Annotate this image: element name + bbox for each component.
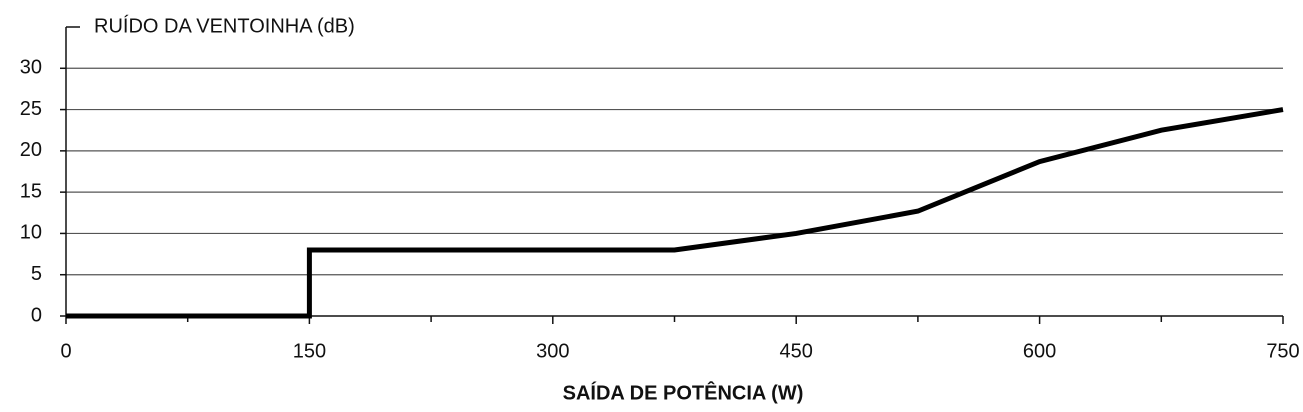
x-axis-title: SAÍDA DE POTÊNCIA (W) [563, 380, 804, 404]
x-tick-label: 600 [1023, 340, 1056, 362]
x-tick-label: 450 [780, 340, 813, 362]
y-tick-label: 20 [20, 139, 42, 161]
y-tick-label: 10 [20, 222, 42, 244]
x-tick-label: 0 [60, 340, 71, 362]
y-tick-label: 15 [20, 180, 42, 202]
x-tick-label: 150 [293, 340, 326, 362]
y-tick-label: 30 [20, 57, 42, 79]
y-tick-label: 5 [31, 263, 42, 285]
y-axis-title: RUÍDO DA VENTOINHA (dB) [94, 14, 355, 37]
data-line [66, 107, 1284, 319]
y-tick-label: 0 [31, 304, 42, 326]
y-tick-label: 25 [20, 98, 42, 120]
x-tick-label: 750 [1266, 340, 1299, 362]
x-tick-label: 300 [536, 340, 569, 362]
